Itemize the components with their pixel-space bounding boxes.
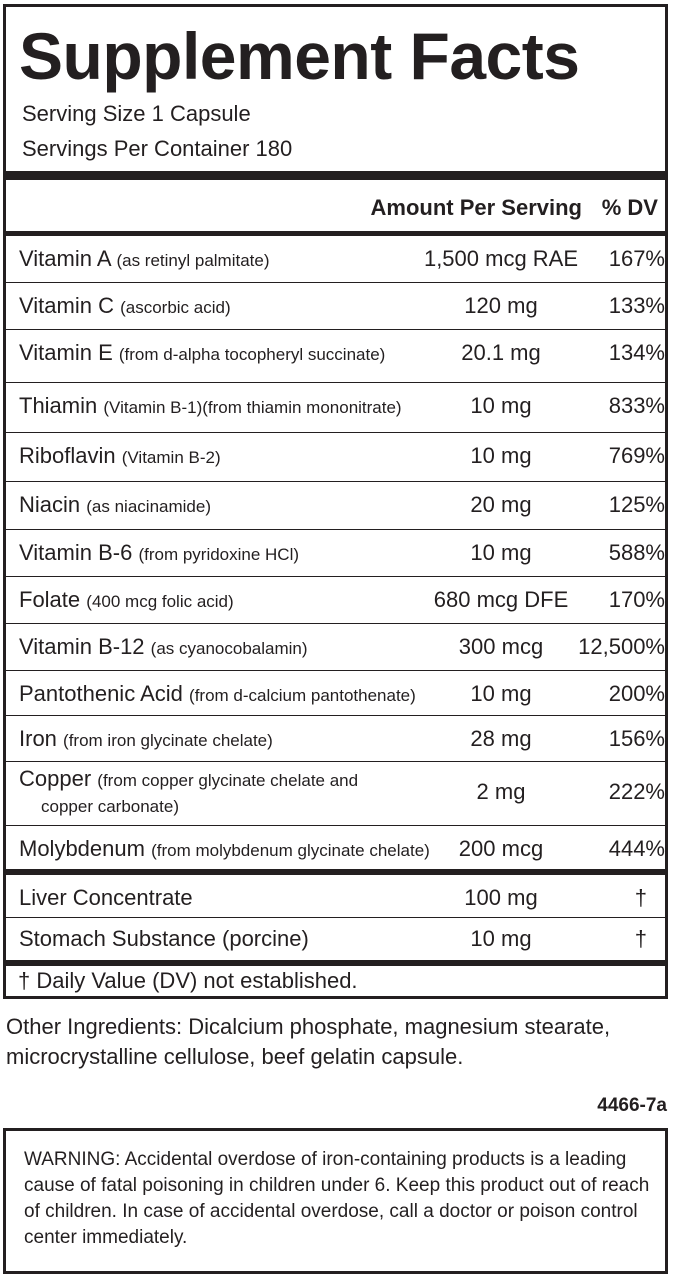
nutrient-row: Thiamin (Vitamin B-1)(from thiamin monon… — [6, 383, 665, 429]
nutrient-label: Vitamin C (ascorbic acid) — [19, 293, 231, 318]
warning-text: WARNING: Accidental overdose of iron-con… — [24, 1149, 650, 1248]
nutrient-row: Pantothenic Acid (from d-calcium pantoth… — [6, 671, 665, 717]
nutrient-label: Copper (from copper glycinate chelate an… — [19, 766, 359, 816]
nutrient-amount: 28 mg — [470, 726, 532, 751]
nutrient-row: Riboflavin (Vitamin B-2) 10 mg 769% — [6, 433, 665, 479]
panel-title: Supplement Facts — [19, 19, 580, 93]
nutrient-label: Riboflavin (Vitamin B-2) — [19, 443, 221, 468]
nutrient-row: Vitamin B-6 (from pyridoxine HCl) 10 mg … — [6, 530, 665, 576]
serving-size: Serving Size 1 Capsule — [22, 101, 251, 126]
nutrient-row: Vitamin A (as retinyl palmitate) 1,500 m… — [6, 236, 665, 282]
nutrient-amount: 10 mg — [470, 393, 532, 418]
other-ingredient-row: Liver Concentrate 100 mg † — [6, 875, 665, 921]
row-divider — [6, 761, 665, 762]
nutrient-dv: 167% — [608, 246, 665, 271]
header-daily-value: % DV — [601, 195, 658, 220]
row-divider — [6, 623, 665, 624]
row-divider — [6, 481, 665, 482]
medium-divider-header — [6, 231, 665, 236]
nutrient-amount: 300 mcg — [458, 634, 544, 659]
supplement-facts-panel: Supplement Facts Serving Size 1 Capsule … — [3, 4, 668, 999]
nutrient-amount: 10 mg — [470, 443, 532, 468]
nutrient-amount: 2 mg — [476, 779, 526, 804]
thick-divider-bottom — [6, 960, 665, 966]
other-ingredients: Other Ingredients: Dicalcium phosphate, … — [6, 1014, 611, 1069]
nutrient-row: Folate (400 mcg folic acid) 680 mcg DFE … — [6, 577, 665, 623]
nutrient-label: Vitamin A (as retinyl palmitate) — [19, 246, 270, 271]
dagger-mark: † — [634, 926, 647, 951]
header-amount-per-serving: Amount Per Serving — [370, 195, 582, 220]
nutrient-label: Vitamin B-12 (as cyanocobalamin) — [19, 634, 308, 659]
other-ingredient-row: Stomach Substance (porcine) 10 mg † — [6, 918, 665, 960]
dagger-mark: † — [634, 885, 647, 910]
nutrient-dv: 125% — [608, 492, 665, 517]
nutrient-dv: 769% — [608, 443, 665, 468]
nutrient-label: Thiamin (Vitamin B-1)(from thiamin monon… — [19, 393, 402, 418]
nutrient-dv: 588% — [608, 540, 665, 565]
nutrient-row: Iron (from iron glycinate chelate) 28 mg… — [6, 716, 665, 762]
row-divider — [6, 917, 665, 918]
warning-box: WARNING: Accidental overdose of iron-con… — [3, 1128, 668, 1274]
nutrient-dv: 200% — [608, 681, 665, 706]
nutrient-row: Vitamin C (ascorbic acid) 120 mg 133% — [6, 283, 665, 329]
nutrient-label: Pantothenic Acid (from d-calcium pantoth… — [19, 681, 416, 706]
row-divider — [6, 715, 665, 716]
nutrient-row: Copper (from copper glycinate chelate an… — [6, 762, 665, 822]
other-label: Stomach Substance (porcine) — [19, 926, 309, 951]
other-amount: 10 mg — [470, 926, 532, 951]
row-divider — [6, 576, 665, 577]
row-divider — [6, 670, 665, 671]
nutrient-amount: 10 mg — [470, 540, 532, 565]
nutrient-amount: 680 mcg DFE — [433, 587, 569, 612]
thick-divider-top — [6, 171, 665, 180]
nutrient-amount: 20 mg — [470, 492, 532, 517]
nutrient-label: Molybdenum (from molybdenum glycinate ch… — [19, 836, 430, 861]
row-divider — [6, 529, 665, 530]
nutrient-amount: 1,500 mcg RAE — [423, 246, 579, 271]
nutrient-dv: 444% — [608, 836, 665, 861]
nutrient-dv: 12,500% — [578, 634, 665, 659]
nutrient-row: Vitamin E (from d-alpha tocopheryl succi… — [6, 330, 665, 376]
medium-divider-others — [6, 869, 665, 875]
nutrient-label: Niacin (as niacinamide) — [19, 492, 211, 517]
row-divider — [6, 282, 665, 283]
row-divider — [6, 329, 665, 330]
nutrient-row: Vitamin B-12 (as cyanocobalamin) 300 mcg… — [6, 624, 665, 670]
nutrient-label: Folate (400 mcg folic acid) — [19, 587, 234, 612]
row-divider — [6, 432, 665, 433]
nutrient-row: Molybdenum (from molybdenum glycinate ch… — [6, 826, 665, 872]
nutrient-amount: 10 mg — [470, 681, 532, 706]
nutrient-amount: 200 mcg — [458, 836, 544, 861]
nutrient-amount: 20.1 mg — [461, 340, 541, 365]
nutrient-dv: 156% — [608, 726, 665, 751]
nutrient-label: Vitamin E (from d-alpha tocopheryl succi… — [19, 340, 386, 365]
row-divider — [6, 825, 665, 826]
other-amount: 100 mg — [464, 885, 538, 910]
nutrient-label: Iron (from iron glycinate chelate) — [19, 726, 273, 751]
nutrient-dv: 134% — [608, 340, 665, 365]
nutrient-dv: 222% — [608, 779, 665, 804]
nutrient-label: Vitamin B-6 (from pyridoxine HCl) — [19, 540, 300, 565]
other-label: Liver Concentrate — [19, 885, 193, 910]
nutrient-row: Niacin (as niacinamide) 20 mg 125% — [6, 482, 665, 528]
product-code: 4466-7a — [597, 1095, 667, 1116]
nutrient-dv: 133% — [608, 293, 665, 318]
nutrient-dv: 833% — [608, 393, 665, 418]
nutrient-amount: 120 mg — [464, 293, 538, 318]
row-divider — [6, 382, 665, 383]
nutrient-dv: 170% — [608, 587, 665, 612]
dv-footnote: † Daily Value (DV) not established. — [18, 968, 358, 993]
servings-per-container: Servings Per Container 180 — [22, 136, 293, 161]
